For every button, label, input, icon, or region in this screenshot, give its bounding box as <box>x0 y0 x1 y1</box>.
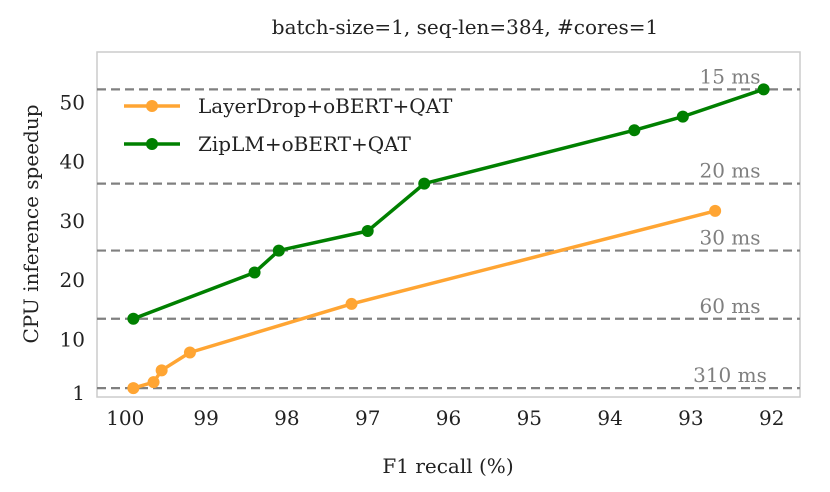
series-1-point-2 <box>272 244 285 257</box>
reference-label-3: 60 ms <box>699 294 760 318</box>
series-1-point-7 <box>757 83 770 96</box>
reference-labels: 15 ms 20 ms 30 ms 60 ms 310 ms <box>693 64 767 387</box>
y-tick-label-2: 20 <box>60 268 85 292</box>
series-0-point-2 <box>155 364 168 377</box>
series-1-point-3 <box>361 225 374 238</box>
series-1-point-0 <box>127 312 140 325</box>
y-tick-label-4: 40 <box>60 150 85 174</box>
x-ticks: 100 99 98 97 96 95 94 93 92 <box>106 406 784 430</box>
x-tick-label-1: 99 <box>193 406 218 430</box>
x-tick-label-8: 92 <box>759 406 784 430</box>
series-1-point-5 <box>628 124 641 137</box>
series-1-point-1 <box>248 266 261 279</box>
series-0-point-3 <box>183 346 196 359</box>
y-tick-label-0: 1 <box>72 381 85 405</box>
series-1-point-6 <box>676 110 689 123</box>
x-tick-label-5: 95 <box>517 406 542 430</box>
x-axis-label: F1 recall (%) <box>382 454 513 478</box>
plot-frame <box>96 51 801 398</box>
series-line-0 <box>131 209 717 390</box>
x-tick-label-4: 96 <box>436 406 461 430</box>
x-tick-label-0: 100 <box>106 406 144 430</box>
series-0-point-1 <box>147 376 160 389</box>
series-0-point-4 <box>345 297 358 310</box>
reference-label-4: 310 ms <box>693 363 767 387</box>
y-tick-label-5: 50 <box>60 90 85 114</box>
series-line-1 <box>131 87 766 321</box>
legend-marker-0 <box>146 100 158 112</box>
reference-lines <box>97 88 800 390</box>
x-tick-label-2: 98 <box>274 406 299 430</box>
y-ticks: 1 10 20 30 40 50 <box>60 90 85 404</box>
series-layer <box>127 83 770 395</box>
series-0-point-0 <box>127 382 140 395</box>
legend-label-1: ZipLM+oBERT+QAT <box>198 132 412 156</box>
reference-label-2: 30 ms <box>699 226 760 250</box>
reference-label-0: 15 ms <box>699 64 760 88</box>
series-0-point-5 <box>709 204 722 217</box>
y-axis-label: CPU inference speedup <box>19 104 43 343</box>
y-tick-label-1: 10 <box>60 328 85 352</box>
x-tick-label-3: 97 <box>355 406 380 430</box>
x-tick-label-7: 93 <box>678 406 703 430</box>
chart-title: batch-size=1, seq-len=384, #cores=1 <box>272 15 658 39</box>
legend: LayerDrop+oBERT+QAT ZipLM+oBERT+QAT <box>124 94 453 156</box>
legend-label-0: LayerDrop+oBERT+QAT <box>198 94 453 118</box>
legend-marker-1 <box>146 138 158 150</box>
x-tick-label-6: 94 <box>597 406 622 430</box>
reference-label-1: 20 ms <box>699 159 760 183</box>
y-tick-label-3: 30 <box>60 209 85 233</box>
series-1-point-4 <box>418 177 431 190</box>
